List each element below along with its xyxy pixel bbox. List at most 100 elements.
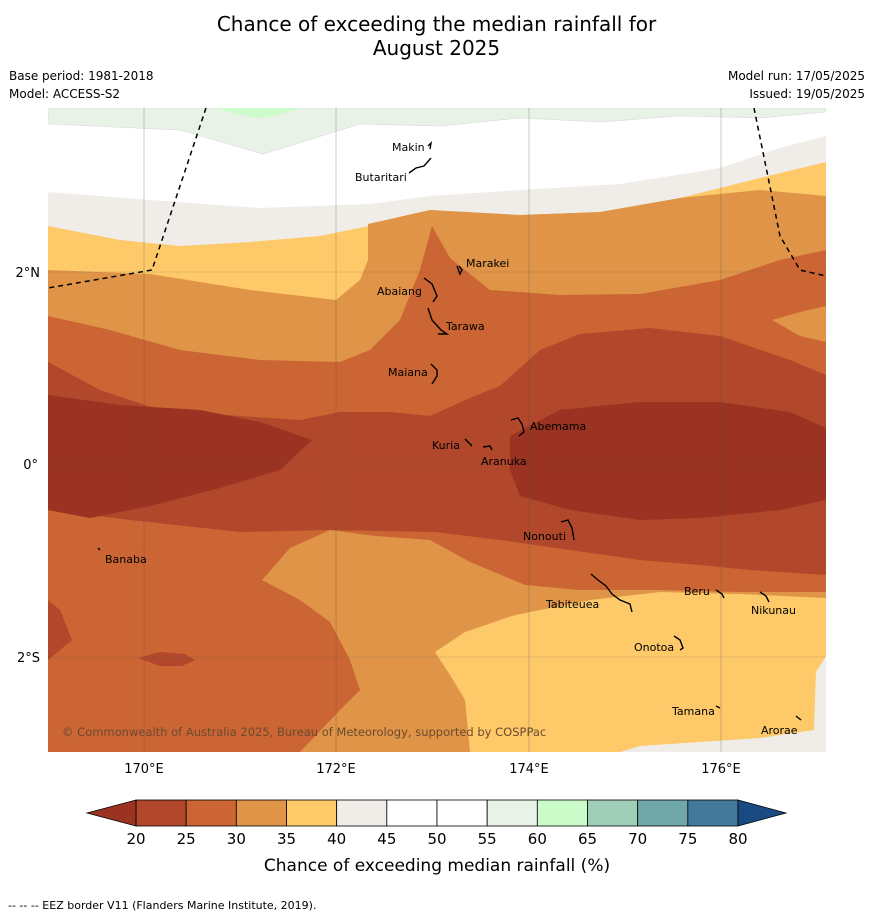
place-label-makin: Makin: [392, 141, 425, 154]
island-kuria: [464, 438, 473, 447]
place-label-arorae: Arorae: [761, 724, 798, 737]
colorbar-segment: [235, 799, 287, 827]
island-makin: [427, 140, 433, 150]
colorbar-tick-label: 20: [126, 830, 145, 848]
title-line-1: Chance of exceeding the median rainfall …: [216, 12, 657, 36]
colorbar-label: Chance of exceeding median rainfall (%): [264, 856, 610, 876]
band-30-35-east: [772, 306, 826, 342]
lon-label-176e: 176°E: [701, 762, 741, 777]
eez-border-west: [48, 108, 207, 289]
colorbar-segment: [185, 799, 237, 827]
title-line-2: August 2025: [372, 36, 501, 60]
band-55-60-top: [48, 108, 826, 155]
place-label-abemama: Abemama: [530, 420, 586, 433]
eez-borders: [48, 108, 826, 289]
place-label-nonouti: Nonouti: [523, 530, 566, 543]
place-labels: Makin Butaritari Marakei Abaiang Tarawa …: [105, 141, 798, 737]
place-label-kuria: Kuria: [432, 439, 460, 452]
colorbar-tick-label: 65: [578, 830, 597, 848]
colorbar-tick-label: 75: [678, 830, 697, 848]
lat-label-2s: 2°S: [17, 651, 40, 666]
lat-label-2n: 2°N: [16, 266, 41, 281]
colorbar-segments: [135, 799, 739, 827]
colorbar-tick-label: 50: [427, 830, 446, 848]
lon-label-172e: 172°E: [316, 762, 356, 777]
band-20-25-southwest-edge: [48, 600, 72, 660]
footer-note: -- -- -- EEZ border V11 (Flanders Marine…: [8, 899, 317, 912]
place-label-tarawa: Tarawa: [445, 320, 485, 333]
lon-label-174e: 174°E: [509, 762, 549, 777]
colorbar-tick-label: 35: [277, 830, 296, 848]
band-25-30-southwest: [48, 546, 140, 610]
colorbar-segment: [587, 799, 639, 827]
colorbar-tick-labels: 20 25 30 35 40 45 50 55 60 65 70 75 80: [126, 830, 747, 848]
place-label-marakei: Marakei: [466, 257, 509, 270]
colorbar-segment: [135, 799, 187, 827]
meta-left: Base period: 1981-2018 Model: ACCESS-S2: [9, 67, 154, 103]
island-banaba: [97, 547, 101, 551]
band-60-65-patch: [215, 108, 300, 118]
colorbar-segment: [637, 799, 689, 827]
place-label-maiana: Maiana: [388, 366, 428, 379]
band-35-40-south: [435, 592, 826, 752]
place-label-abaiang: Abaiang: [377, 285, 422, 298]
colorbar-tick-label: 55: [478, 830, 497, 848]
chart-title: Chance of exceeding the median rainfall …: [0, 12, 873, 60]
colorbar-segment: [386, 799, 438, 827]
band-20-25-south-patch: [138, 652, 195, 666]
model-name: Model: ACCESS-S2: [9, 87, 121, 101]
colorbar-tick-label: 60: [528, 830, 547, 848]
model-run: Model run: 17/05/2025: [727, 69, 865, 83]
colorbar-over-arrow: [737, 799, 788, 827]
island-abaiang: [423, 277, 438, 303]
place-label-tabiteuea: Tabiteuea: [545, 598, 599, 611]
colorbar-tick-label: 25: [177, 830, 196, 848]
base-period: Base period: 1981-2018: [9, 69, 154, 83]
band-under-20-east: [510, 402, 826, 520]
colorbar-under-arrow: [85, 799, 137, 827]
colorbar-segment: [536, 799, 588, 827]
copyright-notice: © Commonwealth of Australia 2025, Bureau…: [62, 725, 546, 739]
colorbar-tick-label: 40: [327, 830, 346, 848]
island-tabiteuea: [590, 573, 633, 613]
place-label-tamana: Tamana: [671, 705, 715, 718]
island-nikunau: [759, 591, 770, 603]
island-tamana: [715, 705, 721, 709]
island-beru: [715, 589, 725, 599]
lat-label-0: 0°: [23, 458, 38, 473]
lon-axis-labels: 170°E 172°E 174°E 176°E: [124, 762, 741, 777]
island-butaritari: [408, 157, 432, 174]
place-label-aranuka: Aranuka: [481, 455, 527, 468]
band-40-45-south: [620, 656, 826, 752]
island-marakei: [456, 265, 463, 276]
colorbar-segment: [687, 799, 739, 827]
band-under-20-west: [48, 395, 312, 518]
colorbar-segment: [436, 799, 488, 827]
island-abemama: [510, 417, 525, 437]
meta-right: Model run: 17/05/2025 Issued: 19/05/2025: [728, 67, 865, 103]
lon-label-170e: 170°E: [124, 762, 164, 777]
graticule: [48, 108, 826, 752]
place-label-banaba: Banaba: [105, 553, 147, 566]
island-maiana: [430, 363, 438, 385]
eez-border-east: [753, 108, 826, 277]
map-area: Makin Butaritari Marakei Abaiang Tarawa …: [48, 108, 826, 752]
colorbar-segment: [486, 799, 538, 827]
colorbar: 20 25 30 35 40 45 50 55 60 65 70 75 80 Chance of exc…: [85, 799, 788, 876]
colorbar-tick-label: 30: [227, 830, 246, 848]
colorbar-tick-label: 45: [377, 830, 396, 848]
island-aranuka: [482, 445, 493, 451]
place-label-beru: Beru: [684, 585, 710, 598]
island-nonouti: [560, 519, 575, 541]
place-label-onotoa: Onotoa: [634, 641, 674, 654]
lat-axis-labels: 2°N 0° 2°S: [16, 266, 41, 666]
colorbar-tick-label: 70: [628, 830, 647, 848]
place-label-nikunau: Nikunau: [751, 604, 796, 617]
island-arorae: [795, 715, 802, 721]
colorbar-segment: [336, 799, 388, 827]
colorbar-segment: [286, 799, 338, 827]
colorbar-tick-label: 80: [728, 830, 747, 848]
island-outlines: [97, 140, 802, 721]
issued-date: Issued: 19/05/2025: [749, 87, 865, 101]
